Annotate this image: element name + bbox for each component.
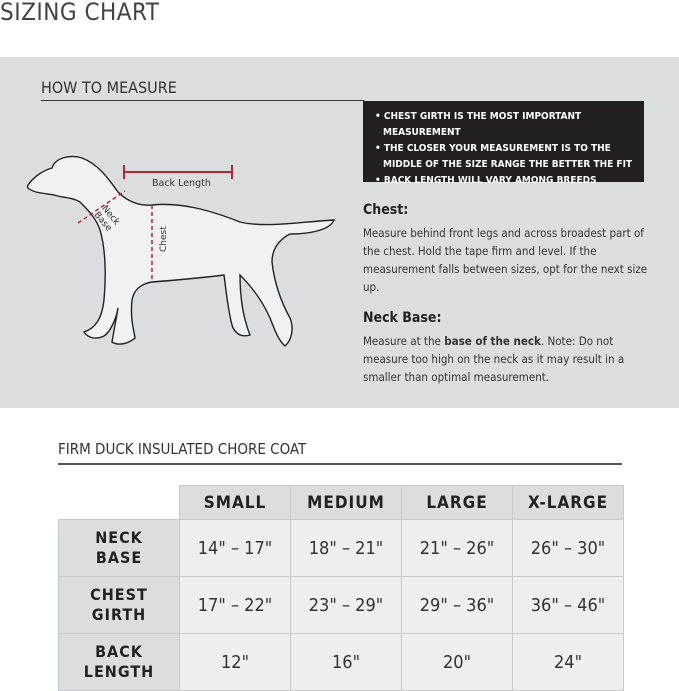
dog-diagram: Back Length Neck Base Chest	[26, 155, 336, 347]
cell: 26" – 30"	[512, 519, 624, 577]
column-header: LARGE	[401, 485, 513, 520]
tip: • THE CLOSER YOUR MEASUREMENT IS TO THE …	[375, 143, 633, 170]
dog-silhouette	[26, 155, 336, 347]
back-length-label: Back Length	[152, 178, 211, 189]
header-row: SMALL MEDIUM LARGE X-LARGE	[58, 485, 624, 520]
size-table: SMALL MEDIUM LARGE X-LARGE NECK BASE 14" …	[58, 485, 624, 691]
cell: 36" – 46"	[512, 576, 624, 634]
bold-text: base of the neck	[444, 334, 541, 348]
neck-base-heading: Neck Base:	[363, 310, 442, 326]
label-line: NECK	[95, 528, 143, 547]
chest-heading: Chest:	[363, 202, 409, 218]
cell: 18" – 21"	[290, 519, 402, 577]
label-line: GIRTH	[91, 605, 147, 624]
cell: 29" – 36"	[401, 576, 513, 634]
cell: 21" – 26"	[401, 519, 513, 577]
cell: 20"	[401, 633, 513, 691]
label-line: BASE	[95, 548, 143, 567]
cell: 23" – 29"	[290, 576, 402, 634]
table-row: CHEST GIRTH 17" – 22" 23" – 29" 29" – 36"…	[58, 576, 624, 634]
tips-box: • CHEST GIRTH IS THE MOST IMPORTANT MEAS…	[363, 101, 644, 186]
table-title: FIRM DUCK INSULATED CHORE COAT	[58, 440, 307, 458]
table-row: BACK LENGTH 12" 16" 20" 24"	[58, 633, 624, 691]
cell: 24"	[512, 633, 624, 691]
column-header: MEDIUM	[290, 485, 402, 520]
chest-label: Chest	[159, 226, 169, 252]
cell: 16"	[290, 633, 402, 691]
cell: 14" – 17"	[179, 519, 291, 577]
column-header: SMALL	[179, 485, 291, 520]
text: Measure at the	[363, 334, 445, 348]
row-label: CHEST GIRTH	[58, 576, 180, 634]
page-title: SIZING CHART	[0, 0, 160, 26]
column-header: X-LARGE	[512, 485, 624, 520]
table-row: NECK BASE 14" – 17" 18" – 21" 21" – 26" 2…	[58, 519, 624, 577]
row-label: BACK LENGTH	[58, 633, 180, 691]
tip: • BACK LENGTH WILL VARY AMONG BREEDS	[375, 175, 597, 186]
label-line: CHEST	[90, 585, 148, 604]
tip: • CHEST GIRTH IS THE MOST IMPORTANT MEAS…	[375, 111, 582, 138]
cell: 12"	[179, 633, 291, 691]
cell: 17" – 22"	[179, 576, 291, 634]
divider	[58, 463, 622, 465]
label-line: LENGTH	[83, 662, 155, 681]
label-line: BACK	[95, 642, 143, 661]
text: . Note: Do not measure too high on the n…	[363, 334, 625, 384]
chest-text: Measure behind front legs and across bro…	[363, 226, 648, 294]
divider	[41, 100, 364, 101]
neck-base-text: Measure at the base of the neck. Note: D…	[363, 332, 653, 386]
how-to-measure-heading: HOW TO MEASURE	[41, 78, 177, 97]
row-label: NECK BASE	[58, 519, 180, 577]
blank-header	[58, 485, 180, 520]
